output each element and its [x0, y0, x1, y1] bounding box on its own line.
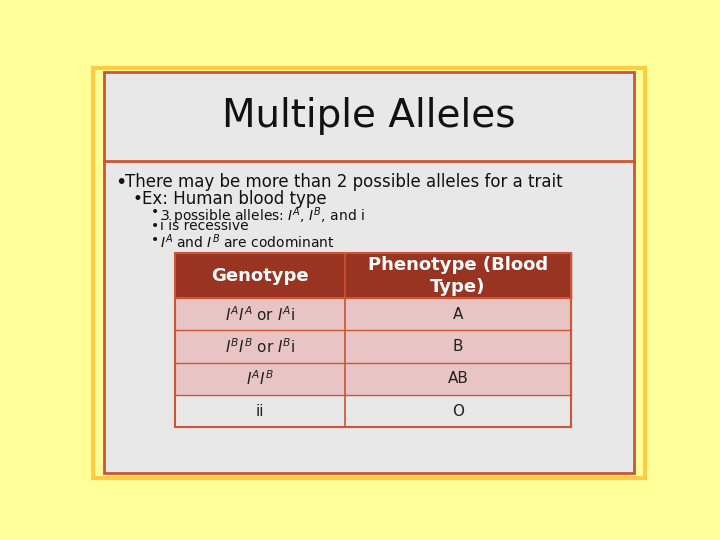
- Bar: [175, 253, 570, 428]
- Bar: [345, 395, 570, 428]
- Bar: [345, 363, 570, 395]
- Text: AB: AB: [447, 372, 468, 387]
- Bar: [175, 395, 345, 428]
- Text: A: A: [453, 307, 463, 322]
- Text: •: •: [150, 233, 158, 247]
- Bar: [175, 363, 345, 395]
- Text: •: •: [132, 190, 143, 207]
- Bar: [175, 253, 345, 298]
- Bar: [345, 330, 570, 363]
- Text: •: •: [114, 173, 126, 192]
- Text: O: O: [452, 404, 464, 419]
- Text: •: •: [150, 219, 158, 233]
- Text: There may be more than 2 possible alleles for a trait: There may be more than 2 possible allele…: [125, 173, 562, 191]
- Text: $I^BI^B$ or $I^B$i: $I^BI^B$ or $I^B$i: [225, 338, 295, 356]
- Bar: [175, 298, 345, 330]
- Text: $I^AI^B$: $I^AI^B$: [246, 369, 274, 388]
- Text: 3 possible alleles: $I^A$, $I^B$, and i: 3 possible alleles: $I^A$, $I^B$, and i: [160, 205, 364, 227]
- Bar: [345, 253, 570, 298]
- Bar: [175, 330, 345, 363]
- Bar: [345, 298, 570, 330]
- Text: B: B: [453, 339, 463, 354]
- Text: $I^AI^A$ or $I^A$i: $I^AI^A$ or $I^A$i: [225, 305, 295, 323]
- Text: Genotype: Genotype: [212, 267, 309, 285]
- Text: Multiple Alleles: Multiple Alleles: [222, 97, 516, 136]
- Text: $I^A$ and $I^B$ are codominant: $I^A$ and $I^B$ are codominant: [160, 233, 334, 251]
- Text: Phenotype (Blood
Type): Phenotype (Blood Type): [368, 255, 548, 296]
- Text: ii: ii: [256, 404, 264, 419]
- Text: i is recessive: i is recessive: [160, 219, 248, 233]
- Text: Ex: Human blood type: Ex: Human blood type: [142, 190, 327, 207]
- Text: •: •: [150, 205, 158, 219]
